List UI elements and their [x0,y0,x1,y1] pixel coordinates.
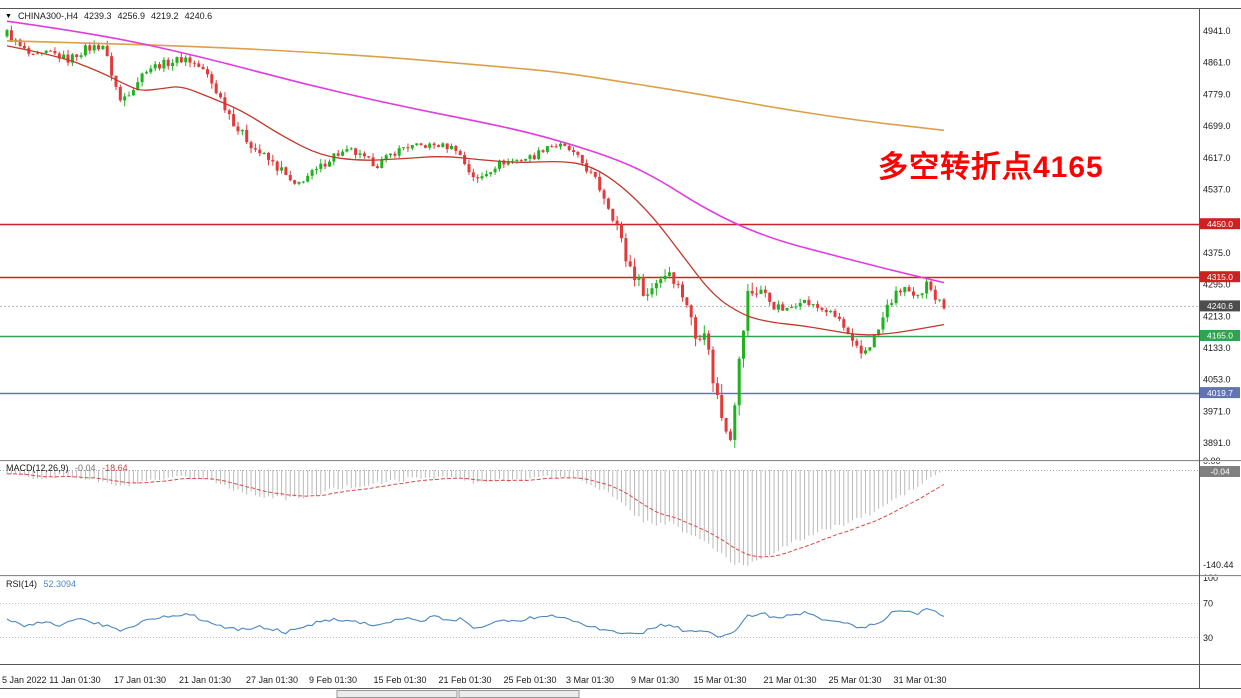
price-axis: 4941.0 4861.0 4779.0 4699.0 4617.0 4537.0 4375… [1200,26,1240,448]
svg-text:4861.0: 4861.0 [1203,57,1231,67]
price-badge-4019.7: 4019.7 [1200,387,1240,399]
ma-fast-line [6,45,945,336]
macd-signal-line [6,473,945,558]
svg-text:4240.6: 4240.6 [1207,301,1233,311]
svg-text:4053.0: 4053.0 [1203,375,1231,385]
svg-text:15 Feb 01:30: 15 Feb 01:30 [373,675,426,685]
macd-main-value: -0.04 [75,463,96,473]
price-badge-4165.0: 4165.0 [1200,330,1240,341]
svg-text:-140.44: -140.44 [1203,560,1234,570]
chart-scroll-tab-1[interactable] [336,690,458,698]
candles [5,25,946,448]
svg-text:4375.0: 4375.0 [1203,248,1231,258]
rsi-name: RSI(14) [6,579,38,589]
symbol-dropdown-icon[interactable]: ▼ [5,12,12,20]
annotation-text[interactable]: 多空转折点4165 [878,151,1104,184]
macd-histogram [6,469,945,566]
rsi-value: 52.3094 [43,579,77,589]
svg-text:31 Mar 01:30: 31 Mar 01:30 [893,675,946,685]
price-badge-4450.0: 4450.0 [1200,218,1240,230]
svg-text:25 Mar 01:30: 25 Mar 01:30 [828,675,881,685]
ma-mid-line [6,20,945,284]
chart-header: ▼ CHINA300-,H4 4239.3 4256.9 4219.2 4240… [5,11,212,21]
chart-scroll-tab-2[interactable] [458,690,580,698]
svg-text:17 Jan 01:30: 17 Jan 01:30 [114,675,166,685]
svg-text:100: 100 [1203,573,1218,583]
svg-text:4450.0: 4450.0 [1207,219,1233,229]
svg-text:9 Feb 01:30: 9 Feb 01:30 [309,675,357,685]
ohlc-open: 4239.3 [83,11,112,21]
svg-text:4133.0: 4133.0 [1203,343,1231,353]
svg-text:4213.0: 4213.0 [1203,312,1231,322]
svg-text:4019.7: 4019.7 [1207,388,1233,398]
bottom-tab-strip [336,690,580,698]
price-badge-4315.0: 4315.0 [1200,271,1240,283]
svg-text:4315.0: 4315.0 [1207,272,1233,282]
svg-text:4165.0: 4165.0 [1207,331,1233,341]
svg-text:4295.0: 4295.0 [1203,280,1231,290]
svg-text:70: 70 [1203,599,1213,609]
svg-text:11 Jan 01:30: 11 Jan 01:30 [49,675,100,685]
svg-text:4779.0: 4779.0 [1203,90,1231,100]
macd-indicator-label: MACD(12,26,9) -0.04 -18.64 [6,463,128,473]
ma-slow-line [6,40,945,132]
svg-text:27 Jan 01:30: 27 Jan 01:30 [246,675,298,685]
macd-current-badge: -0.04 [1200,466,1240,477]
svg-text:21 Feb 01:30: 21 Feb 01:30 [438,675,491,685]
svg-text:3891.0: 3891.0 [1203,438,1231,448]
ohlc-high: 4256.9 [117,11,146,21]
svg-text:4941.0: 4941.0 [1203,26,1231,36]
time-axis: 5 Jan 2022 11 Jan 01:30 17 Jan 01:30 21 Jan… [2,675,947,685]
svg-text:-0.04: -0.04 [1210,467,1230,477]
ohlc-low: 4219.2 [151,11,179,21]
svg-text:3 Mar 01:30: 3 Mar 01:30 [566,675,614,685]
symbol-title: CHINA300-,H4 [17,11,78,21]
macd-signal-value: -18.64 [102,463,128,473]
svg-text:5 Jan 2022: 5 Jan 2022 [2,675,47,685]
svg-text:15 Mar 01:30: 15 Mar 01:30 [693,675,746,685]
svg-text:21 Jan 01:30: 21 Jan 01:30 [179,675,231,685]
svg-text:4537.0: 4537.0 [1203,185,1231,195]
svg-text:25 Feb 01:30: 25 Feb 01:30 [503,675,556,685]
svg-text:21 Mar 01:30: 21 Mar 01:30 [763,675,816,685]
price-badge-4240.6: 4240.6 [1200,300,1240,312]
svg-text:4699.0: 4699.0 [1203,121,1231,131]
svg-text:4617.0: 4617.0 [1203,153,1231,163]
svg-text:9 Mar 01:30: 9 Mar 01:30 [631,675,679,685]
svg-text:3971.0: 3971.0 [1203,407,1231,417]
macd-name: MACD(12,26,9) [6,463,69,473]
rsi-line [6,608,945,638]
svg-text:30: 30 [1203,633,1213,643]
rsi-indicator-label: RSI(14) 52.3094 [6,579,76,589]
ohlc-close: 4240.6 [184,11,213,21]
